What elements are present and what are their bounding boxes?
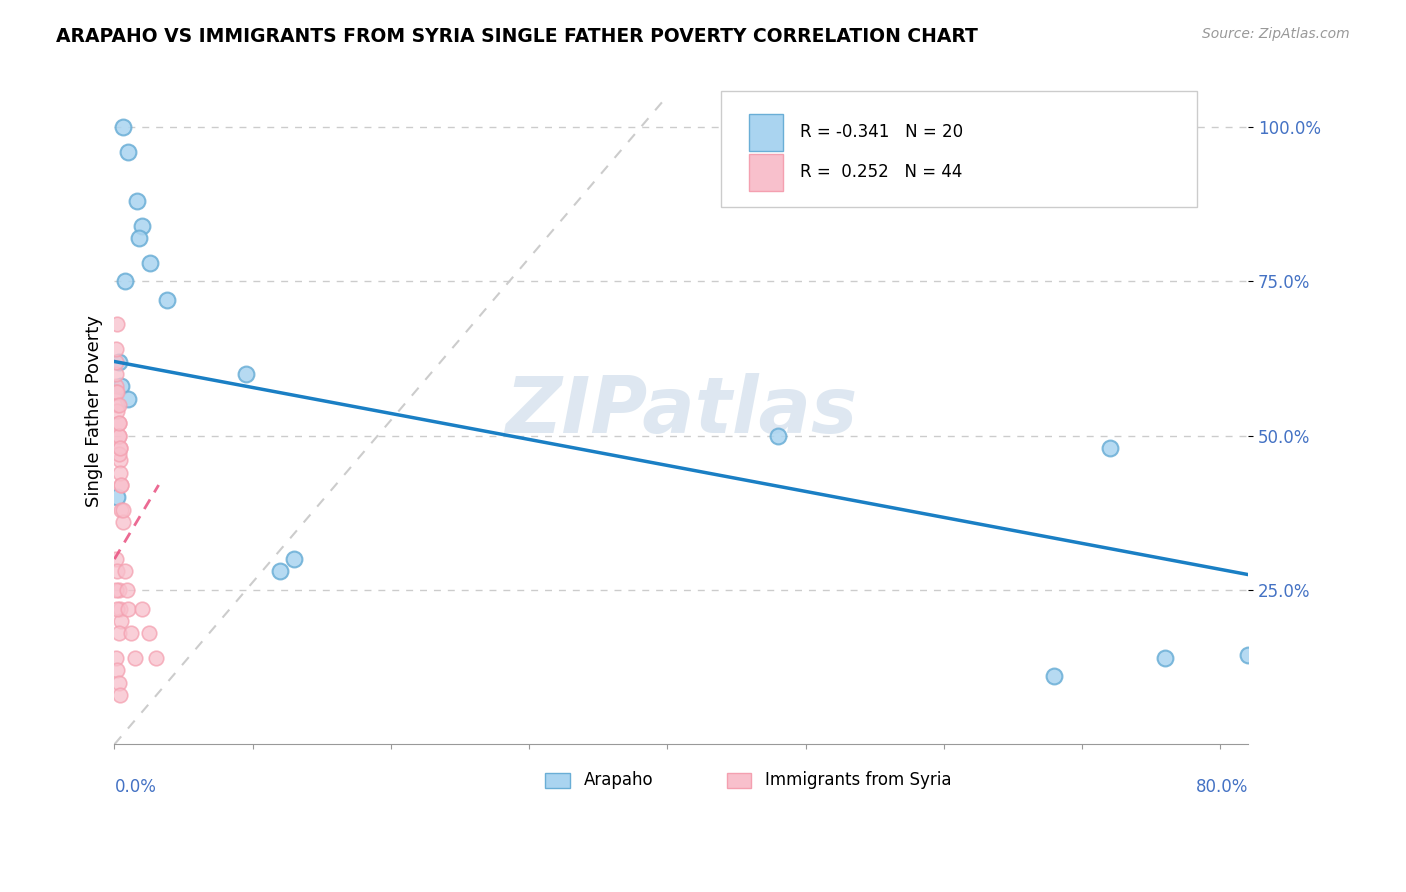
Text: 0.0%: 0.0%: [114, 778, 156, 796]
Point: [110, 478, 132, 492]
Text: Source: ZipAtlas.com: Source: ZipAtlas.com: [1202, 27, 1350, 41]
Point: [124, 651, 146, 665]
Bar: [749, 154, 783, 191]
Point: [110, 478, 132, 492]
Point: [107, 417, 129, 431]
Point: [131, 601, 153, 615]
Point: [120, 626, 142, 640]
Point: [105, 663, 128, 677]
Text: ARAPAHO VS IMMIGRANTS FROM SYRIA SINGLE FATHER POVERTY CORRELATION CHART: ARAPAHO VS IMMIGRANTS FROM SYRIA SINGLE …: [56, 27, 979, 45]
Point: [108, 601, 131, 615]
Point: [105, 318, 128, 332]
Point: [107, 447, 129, 461]
Point: [111, 515, 134, 529]
Point: [117, 392, 139, 406]
Point: [107, 428, 129, 442]
Point: [108, 688, 131, 702]
Point: [108, 466, 131, 480]
Point: [104, 385, 127, 400]
Point: [108, 441, 131, 455]
Point: [117, 145, 139, 159]
Bar: [727, 773, 751, 788]
Point: [104, 379, 127, 393]
Point: [105, 385, 128, 400]
Point: [1043, 669, 1066, 683]
Y-axis label: Single Father Poverty: Single Father Poverty: [86, 315, 103, 507]
Point: [1237, 648, 1260, 662]
Text: Immigrants from Syria: Immigrants from Syria: [765, 772, 952, 789]
Point: [105, 491, 128, 505]
Point: [766, 428, 789, 442]
Point: [156, 293, 179, 307]
Text: ZIPatlas: ZIPatlas: [505, 373, 858, 449]
Point: [114, 274, 136, 288]
Point: [107, 428, 129, 442]
Text: 80.0%: 80.0%: [1195, 778, 1249, 796]
Point: [110, 614, 132, 628]
Point: [110, 379, 132, 393]
Point: [105, 601, 128, 615]
Point: [110, 502, 132, 516]
Point: [107, 582, 129, 597]
Point: [104, 342, 127, 356]
Point: [117, 601, 139, 615]
Point: [104, 367, 127, 381]
Point: [104, 651, 127, 665]
Point: [104, 582, 127, 597]
Point: [108, 441, 131, 455]
Point: [105, 565, 128, 579]
Text: R =  0.252   N = 44: R = 0.252 N = 44: [800, 163, 963, 181]
Point: [145, 651, 167, 665]
Point: [105, 398, 128, 412]
Point: [115, 582, 138, 597]
Text: R = -0.341   N = 20: R = -0.341 N = 20: [800, 123, 963, 142]
FancyBboxPatch shape: [721, 91, 1197, 208]
Point: [105, 404, 128, 418]
Point: [138, 626, 160, 640]
Point: [107, 398, 129, 412]
Point: [111, 502, 134, 516]
Point: [107, 675, 129, 690]
Point: [131, 219, 153, 233]
Point: [269, 565, 291, 579]
Point: [283, 552, 305, 566]
Bar: [749, 114, 783, 151]
Point: [108, 453, 131, 467]
Point: [1098, 441, 1121, 455]
Point: [107, 417, 129, 431]
Point: [139, 256, 162, 270]
Point: [1154, 651, 1177, 665]
Point: [111, 120, 134, 134]
Point: [125, 194, 148, 208]
Point: [107, 354, 129, 368]
Point: [235, 367, 257, 381]
Point: [104, 552, 127, 566]
Point: [114, 565, 136, 579]
Point: [104, 354, 127, 368]
Point: [107, 626, 129, 640]
Point: [128, 231, 150, 245]
Text: Arapaho: Arapaho: [583, 772, 654, 789]
Bar: [546, 773, 569, 788]
